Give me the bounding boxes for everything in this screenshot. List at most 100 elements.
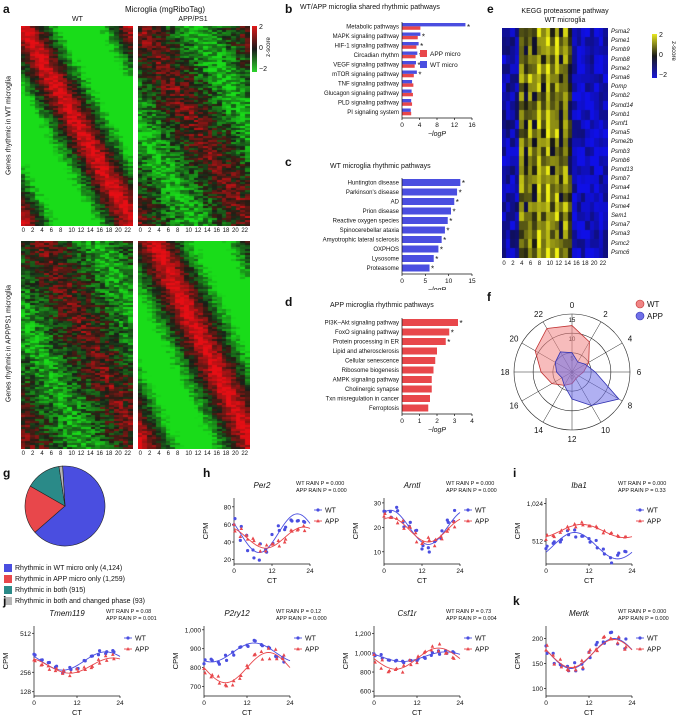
plot-stat-wt: WT RAIN P = 0.000 (296, 481, 344, 487)
x-tick-label: 0 (202, 700, 206, 707)
y-tick-label: 1,024 (527, 501, 544, 508)
fit-curve-app (203, 652, 291, 684)
bar-wt (402, 108, 411, 112)
legend-label-app: APP micro (430, 51, 461, 58)
data-point-wt (238, 538, 242, 542)
x-tick-label: 12 (418, 568, 426, 575)
data-point-app (615, 641, 620, 645)
bar-app (402, 328, 450, 336)
panel-e-title-2: WT microglia (544, 17, 586, 24)
data-point-app (379, 666, 383, 670)
data-point-wt (290, 519, 294, 523)
data-point-wt (429, 653, 433, 657)
bar-term-label: Ribosome biogenesis (342, 368, 399, 374)
pie-legend-item: Rhythmic in WT micro only (4,124) (4, 564, 122, 572)
y-tick-label: 256 (20, 670, 31, 677)
data-point-wt (210, 658, 214, 663)
panel-a-row-bottom-label: Genes rhythmic in APP/PS1 microglia (5, 284, 13, 403)
pie-slice-0 (34, 465, 106, 547)
pie-legend-item: Rhythmic in both (915) (4, 586, 85, 594)
data-point-wt (202, 662, 206, 666)
panel-a-col-wt: WT (72, 16, 83, 23)
panel-a-xticks-wt-top: 0 2 4 6 8 10 12 14 16 18 20 22 (21, 228, 133, 238)
bar-app (402, 357, 436, 364)
data-point-app (565, 524, 570, 529)
data-point-app (230, 683, 235, 687)
data-point-app (54, 666, 59, 670)
bar-app (402, 45, 417, 49)
bar-term-label: PLD signaling pathway (338, 101, 399, 107)
x-tick-label: 4 (157, 451, 161, 457)
x-tick-label: 14 (564, 261, 571, 267)
data-point-app (224, 684, 229, 688)
x-tick-label: 8 (435, 122, 439, 129)
legend-marker-app (466, 519, 470, 523)
x-tick-label: 2 (148, 228, 152, 234)
y-tick-label: 60 (224, 522, 232, 529)
gene-label-psmf1: Psmf1 (611, 121, 629, 127)
x-axis-label: −logP (428, 131, 446, 138)
data-point-app (75, 666, 79, 671)
data-point-app (602, 528, 607, 533)
data-point-app (414, 540, 419, 544)
y-axis-label: CPM (1, 653, 10, 670)
plot-gene-title: Mertk (569, 609, 590, 618)
x-tick-label: 22 (241, 451, 249, 457)
data-point-app (545, 643, 549, 647)
data-point-app (609, 637, 614, 641)
legend-marker-wt (296, 636, 300, 640)
x-tick-label: 10 (185, 451, 193, 457)
gene-label-psmb7: Psmb7 (611, 176, 630, 183)
x-tick-label: 20 (232, 228, 239, 234)
radar-hour-label: 20 (510, 335, 519, 344)
significance-star: * (418, 61, 421, 70)
bar-app (402, 347, 437, 355)
panel-label-f: f (487, 290, 491, 304)
data-point-wt (545, 651, 549, 655)
data-point-wt (203, 658, 207, 662)
y-tick-label: 20 (374, 525, 382, 532)
data-point-app (246, 665, 250, 670)
gene-label-psma1: Psma1 (611, 194, 630, 201)
bar-app (402, 338, 446, 345)
x-axis-label: CT (417, 576, 427, 585)
fit-curve-wt (383, 509, 461, 545)
x-tick-label: 12 (77, 228, 85, 234)
plot-stat-app: APP RAIN P = 0.33 (618, 488, 666, 494)
panel-label-d: d (285, 295, 293, 309)
data-point-wt (232, 653, 236, 657)
bar-app (402, 111, 412, 116)
radar-hour-label: 18 (501, 368, 510, 377)
legend-label-app: APP (647, 312, 663, 321)
data-point-wt (253, 639, 257, 643)
x-tick-label: 0 (138, 228, 142, 234)
plot-gene-title: Tmem119 (49, 609, 85, 618)
data-point-app (430, 644, 435, 648)
data-point-app (429, 648, 434, 652)
panel-d-title: APP microglia rhythmic pathways (330, 302, 434, 309)
data-point-wt (379, 652, 383, 657)
gene-label-pomp: Pomp (611, 84, 627, 91)
data-point-app (558, 657, 563, 661)
bar-term-label: Ferroptosis (369, 406, 399, 412)
data-point-app (445, 529, 450, 533)
panel-g-pie (24, 465, 106, 547)
data-point-app (601, 530, 606, 535)
pie-legend-label: Rhythmic in WT micro only (4,124) (15, 564, 123, 572)
x-tick-label: 8 (537, 261, 542, 267)
radar-hour-label: 16 (510, 402, 519, 411)
data-point-app (266, 646, 271, 650)
data-point-app (444, 650, 449, 655)
data-point-app (395, 520, 400, 525)
data-point-app (233, 529, 237, 533)
plot-gene-title: Per2 (254, 481, 271, 490)
panel-label-k: k (513, 594, 520, 608)
data-point-wt (96, 653, 101, 657)
data-point-wt (40, 658, 44, 662)
data-point-wt (33, 653, 37, 657)
panel-label-j: j (3, 594, 7, 608)
legend-label-wt: WT micro (430, 62, 458, 69)
x-tick-label: 18 (222, 451, 230, 457)
plot-gene-title: Csf1r (397, 609, 416, 618)
